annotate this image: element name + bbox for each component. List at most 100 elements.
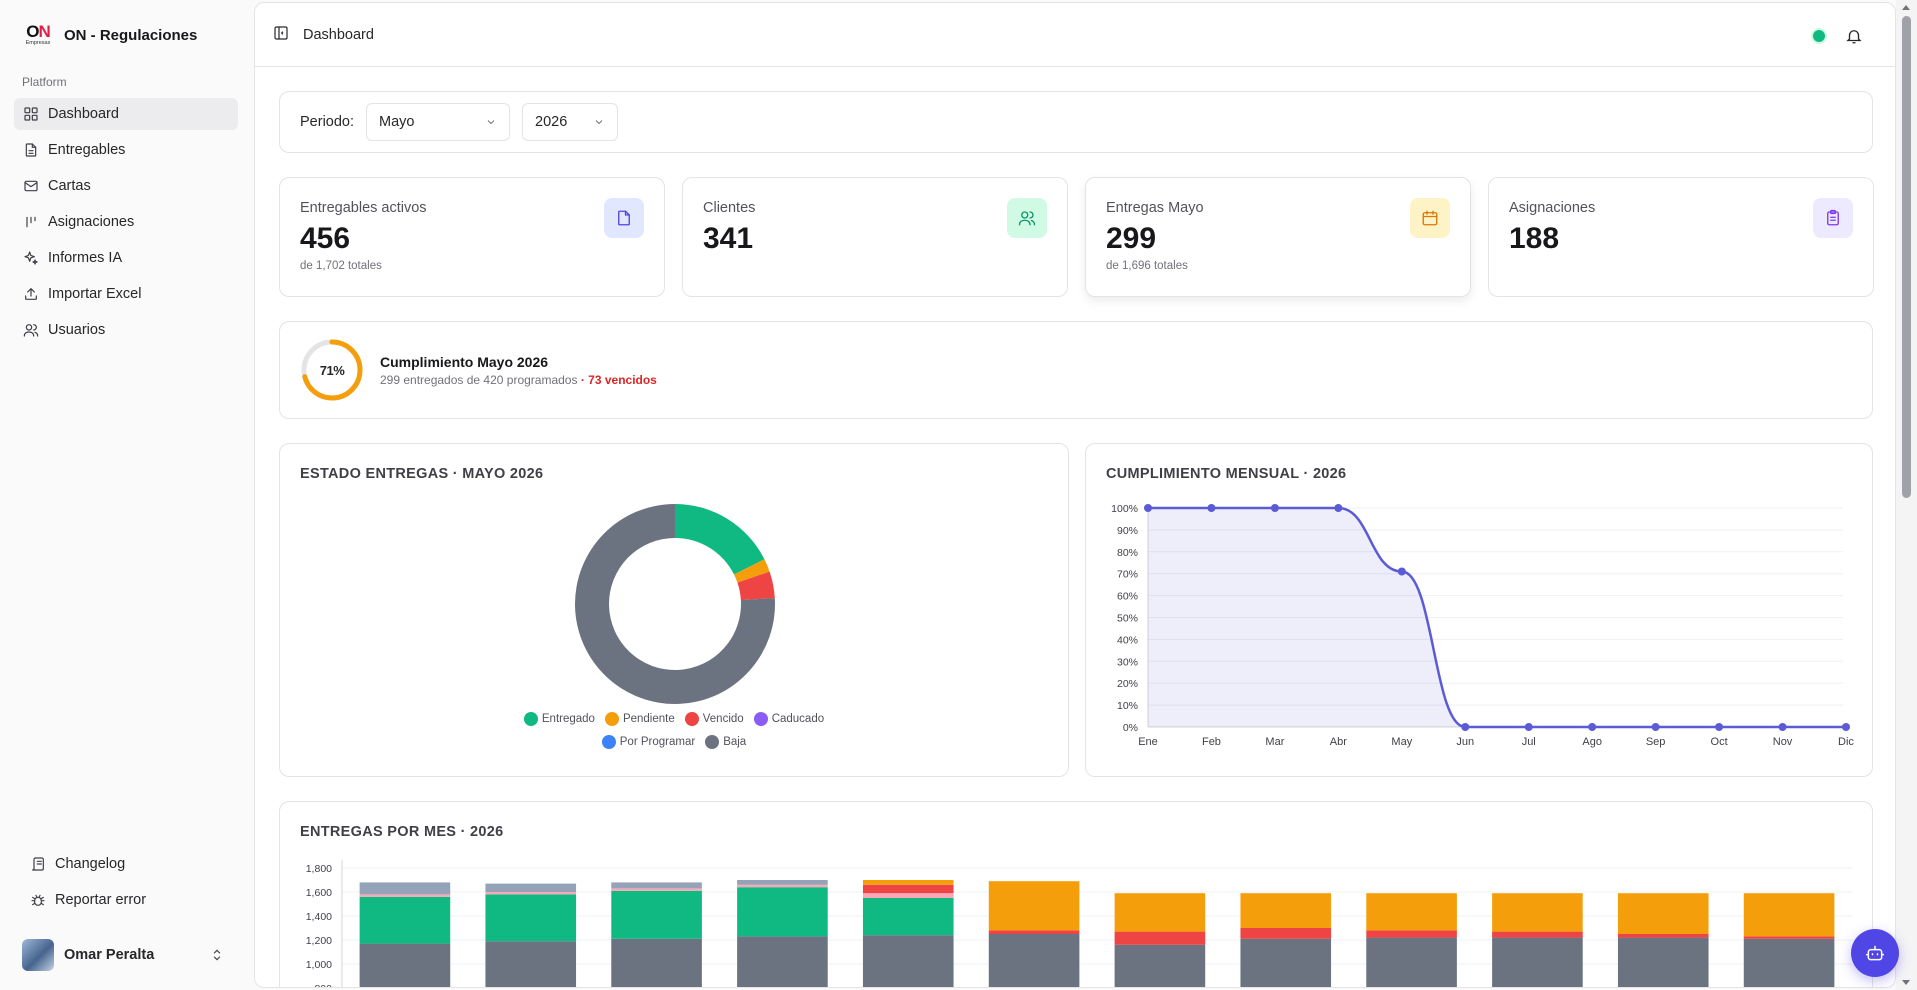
chart-title: ESTADO ENTREGAS · MAYO 2026 <box>300 466 544 482</box>
bar-segment <box>1743 936 1835 939</box>
bar-segment <box>1114 944 1206 987</box>
bar-segment <box>611 890 702 939</box>
bar-segment <box>359 896 451 944</box>
user-menu[interactable]: Omar Peralta <box>14 934 238 976</box>
y-tick-label: 60% <box>1117 591 1138 603</box>
line-point <box>1397 567 1406 576</box>
connection-status-dot <box>1813 30 1825 42</box>
bar-segment <box>862 898 954 936</box>
stat-label: Entregas Mayo <box>1106 200 1204 216</box>
bar-segment <box>988 934 1080 987</box>
assistant-bot-button[interactable] <box>1851 929 1899 977</box>
chevron-down-icon <box>487 120 495 125</box>
bar-chart-card: ENTREGAS POR MES · 2026 800 1,000 1,200 1,4… <box>279 801 1873 988</box>
legend-item-caducado[interactable]: Caducado <box>753 712 824 726</box>
bar-segment <box>862 880 954 885</box>
sidebar-item-cartas[interactable]: Cartas <box>14 170 238 202</box>
sparkles-icon <box>24 251 38 265</box>
chart-title: ENTREGAS POR MES · 2026 <box>300 824 504 840</box>
sidebar-item-informes-ia[interactable]: Informes IA <box>14 242 238 274</box>
users-icon <box>23 324 39 337</box>
y-tick-label: 1,400 <box>306 911 332 923</box>
bar-segment <box>485 894 577 942</box>
brand-title: ON - Regulaciones <box>64 26 198 44</box>
bar-segment <box>1617 893 1709 934</box>
legend-item-pendiente[interactable]: Pendiente <box>604 712 675 726</box>
changelog-label: Changelog <box>55 856 126 872</box>
legend-item-baja[interactable]: Baja <box>705 735 746 749</box>
legend-item-vencido[interactable]: Vencido <box>684 712 744 726</box>
bar-segment <box>988 881 1080 931</box>
sidebar-item-importar-excel[interactable]: Importar Excel <box>14 278 238 310</box>
breadcrumb: Dashboard <box>303 26 374 43</box>
donut-chart <box>575 504 775 704</box>
y-tick-label: 1,000 <box>306 959 332 971</box>
brand[interactable]: ON Empresas ON - Regulaciones <box>22 20 198 50</box>
sidebar-item-dashboard[interactable]: Dashboard <box>14 98 238 130</box>
stat-card-entregables[interactable]: Entregables activos 456 de 1,702 totales <box>279 177 665 297</box>
bar-segment <box>359 943 451 987</box>
stat-label: Clientes <box>703 200 756 216</box>
sidebar: ON Empresas ON - Regulaciones Platform D… <box>0 0 254 990</box>
stat-value: 456 <box>300 222 351 255</box>
x-tick-label: Nov <box>1773 736 1793 748</box>
sidebar-item-usuarios[interactable]: Usuarios <box>14 314 238 346</box>
calendar-icon <box>1422 210 1438 226</box>
bar-segment <box>988 930 1080 934</box>
users-icon <box>1018 211 1036 226</box>
legend-item-entregado[interactable]: Entregado <box>523 712 595 726</box>
report-error-link[interactable]: Reportar error <box>22 884 242 916</box>
page-scrollbar[interactable] <box>1896 0 1917 990</box>
donut-slice-baja <box>575 504 775 704</box>
line-chart-card: CUMPLIMIENTO MENSUAL · 2026 0% 10% 20% 30% 4… <box>1085 443 1873 777</box>
file-icon <box>618 210 630 226</box>
sidebar-toggle-button[interactable] <box>273 25 289 44</box>
y-tick-label: 100% <box>1111 503 1138 515</box>
upload-icon <box>25 288 37 300</box>
bar-segment <box>1114 931 1206 945</box>
line-point <box>1778 723 1787 731</box>
bar-segment <box>1366 893 1457 931</box>
scroll-thumb[interactable] <box>1902 16 1911 498</box>
stat-sub: de 1,702 totales <box>300 260 382 272</box>
chart-title: CUMPLIMIENTO MENSUAL · 2026 <box>1106 466 1347 482</box>
compliance-late-count: · 73 vencidos <box>580 372 657 387</box>
year-select[interactable]: 2026 <box>522 103 619 141</box>
month-select-value: Mayo <box>379 114 415 130</box>
changelog-link[interactable]: Changelog <box>22 848 242 880</box>
bar-segment <box>1114 893 1206 932</box>
x-tick-label: Oct <box>1711 736 1728 748</box>
line-point <box>1715 723 1724 731</box>
line-area <box>1148 508 1846 727</box>
scroll-icon <box>32 857 44 871</box>
x-tick-label: May <box>1391 736 1412 748</box>
bar-segment <box>737 884 828 888</box>
bar-segment <box>737 880 828 885</box>
sidebar-item-label: Entregables <box>48 142 126 158</box>
x-tick-label: Sep <box>1646 736 1666 748</box>
scroll-down-arrow[interactable] <box>1902 980 1910 985</box>
scroll-up-arrow[interactable] <box>1902 5 1910 10</box>
stat-card-clientes[interactable]: Clientes 341 <box>682 177 1068 297</box>
notifications-button[interactable] <box>1845 27 1863 48</box>
month-select[interactable]: Mayo <box>366 103 511 141</box>
x-tick-label: Dic <box>1838 736 1854 748</box>
sidebar-item-asignaciones[interactable]: Asignaciones <box>14 206 238 238</box>
file-icon <box>25 143 37 157</box>
brand-logo: ON Empresas <box>25 22 51 47</box>
report-error-label: Reportar error <box>55 892 147 908</box>
compliance-detail: 299 entregados de 420 programados <box>380 372 578 387</box>
sidebar-item-entregables[interactable]: Entregables <box>14 134 238 166</box>
y-tick-label: 50% <box>1117 613 1138 625</box>
line-point <box>1588 723 1597 731</box>
stat-card-entregas-mes[interactable]: Entregas Mayo 299 de 1,696 totales <box>1085 177 1471 297</box>
sidebar-item-label: Asignaciones <box>48 214 135 230</box>
sidebar-item-label: Importar Excel <box>48 286 142 302</box>
line-point <box>1207 504 1216 512</box>
stat-card-asignaciones[interactable]: Asignaciones 188 <box>1488 177 1874 297</box>
legend-item-por-programar[interactable]: Por Programar <box>601 735 695 749</box>
donut-legend-row-2: Por Programar Baja <box>280 735 1068 749</box>
bar-segment <box>1492 937 1583 987</box>
bar-segment <box>485 941 577 987</box>
y-tick-label: 800 <box>314 983 332 988</box>
